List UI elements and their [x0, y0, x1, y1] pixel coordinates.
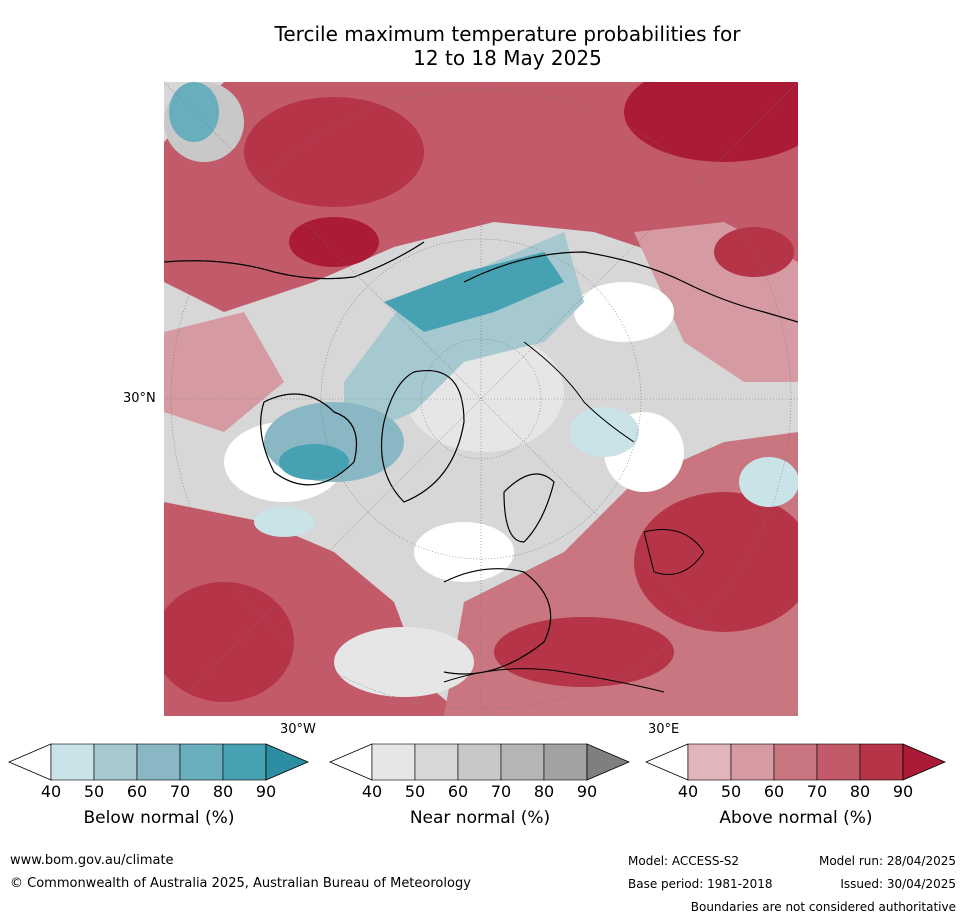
colorbar-segment [136, 743, 181, 781]
colorbar-tick-label: 50 [404, 782, 426, 801]
coastline-siberia [463, 251, 798, 323]
colorbar-near-svg [328, 743, 631, 781]
colorbar-extend-low [7, 743, 52, 781]
colorbar-tick-label: 90 [892, 782, 914, 801]
footer-model-run: Model run: 28/04/2025 [818, 854, 956, 868]
coastline-mediterranean [443, 668, 665, 693]
above-normal-core-alaska [289, 217, 379, 267]
map-svg [164, 82, 798, 716]
colorbar-tick-label: 70 [490, 782, 512, 801]
footer-disclaimer: Boundaries are not considered authoritat… [690, 900, 956, 914]
colorbar-segment [222, 743, 267, 781]
above-normal-core-med [494, 617, 674, 687]
footer-website[interactable]: www.bom.gov.au/climate [10, 853, 174, 868]
footer-base-period: Base period: 1981-2018 [628, 877, 773, 891]
colorbar-tick-label: 40 [677, 782, 699, 801]
colorbar-tick-label: 70 [806, 782, 828, 801]
colorbar-tick-label: 80 [849, 782, 871, 801]
polar-map [164, 82, 798, 716]
colorbar-tick-label: 40 [40, 782, 62, 801]
colorbar-tick-label: 60 [126, 782, 148, 801]
near-normal-atlantic [334, 627, 474, 697]
colorbar-above-normal [644, 743, 947, 781]
colorbar-tick-label: 60 [763, 782, 785, 801]
label-30w: 30°W [280, 722, 316, 737]
coastline-caspian [643, 529, 705, 575]
colorbar-segment [773, 743, 818, 781]
above-normal-core-asia [634, 492, 798, 632]
coastline-hudson [260, 393, 358, 486]
colorbar-tick-label: 80 [212, 782, 234, 801]
colorbar-tick-label: 60 [447, 782, 469, 801]
above-normal-core-nw [244, 97, 424, 207]
colorbar-above-svg [644, 743, 947, 781]
footer-model: Model: ACCESS-S2 [628, 854, 740, 868]
label-30e: 30°E [648, 722, 680, 737]
colorbar-segment [457, 743, 502, 781]
colorbar-tick-label: 40 [361, 782, 383, 801]
colorbar-extend-high [902, 743, 947, 781]
above-normal-west [164, 312, 284, 432]
colorbar-segment [543, 743, 588, 781]
colorbar-segment [859, 743, 904, 781]
coastline-europe [443, 568, 552, 675]
colorbar-near-normal [328, 743, 631, 781]
colorbar-extend-high [586, 743, 631, 781]
title-line-2: 12 to 18 May 2025 [413, 46, 602, 70]
below-normal-labrador [254, 507, 314, 537]
colorbar-segment [730, 743, 775, 781]
colorbar-segment [500, 743, 545, 781]
footer-copyright: © Commonwealth of Australia 2025, Austra… [10, 876, 471, 891]
colorbar-below-label: Below normal (%) [83, 808, 235, 828]
colorbar-segment [179, 743, 224, 781]
white-patch-atlantic [414, 522, 514, 582]
above-normal-core-east [714, 227, 794, 277]
latitude-circle-80 [420, 338, 542, 460]
below-normal-core-hudson [279, 444, 349, 480]
below-normal-east-asia [739, 457, 798, 507]
colorbar-near-label: Near normal (%) [409, 808, 551, 828]
colorbar-tick-label: 50 [720, 782, 742, 801]
colorbar-segment [93, 743, 138, 781]
footer-issued: Issued: 30/04/2025 [840, 877, 956, 891]
colorbar-segment [414, 743, 459, 781]
colorbar-below-svg [7, 743, 310, 781]
coastline-russia [523, 341, 635, 443]
colorbar-extend-low [644, 743, 689, 781]
colorbar-tick-label: 90 [255, 782, 277, 801]
colorbar-segment [687, 743, 732, 781]
colorbar-tick-label: 70 [169, 782, 191, 801]
colorbar-tick-label: 80 [533, 782, 555, 801]
colorbar-extend-low [328, 743, 373, 781]
above-normal-core-sw [164, 582, 294, 702]
colorbar-above-label: Above normal (%) [719, 808, 873, 828]
colorbar-below-normal [7, 743, 310, 781]
above-normal-core-ne [624, 82, 798, 162]
title-line-1: Tercile maximum temperature probabilitie… [274, 22, 741, 46]
colorbar-segment [371, 743, 416, 781]
colorbar-tick-label: 50 [83, 782, 105, 801]
coastline-scandinavia [503, 473, 555, 543]
coastline-alaska [164, 241, 425, 280]
colorbar-segment [816, 743, 861, 781]
map-title: Tercile maximum temperature probabilitie… [0, 22, 965, 70]
meridian-diagonal-2 [164, 82, 798, 716]
meridian-diagonal-1 [164, 82, 798, 716]
colorbar-extend-high [265, 743, 310, 781]
white-patch-siberia [574, 282, 674, 342]
below-normal-core-arctic [384, 252, 564, 332]
colorbar-tick-label: 90 [576, 782, 598, 801]
coastline-greenland [381, 370, 465, 503]
label-30n: 30°N [123, 391, 156, 406]
colorbar-segment [50, 743, 95, 781]
below-normal-scandinavia-east [569, 407, 639, 457]
